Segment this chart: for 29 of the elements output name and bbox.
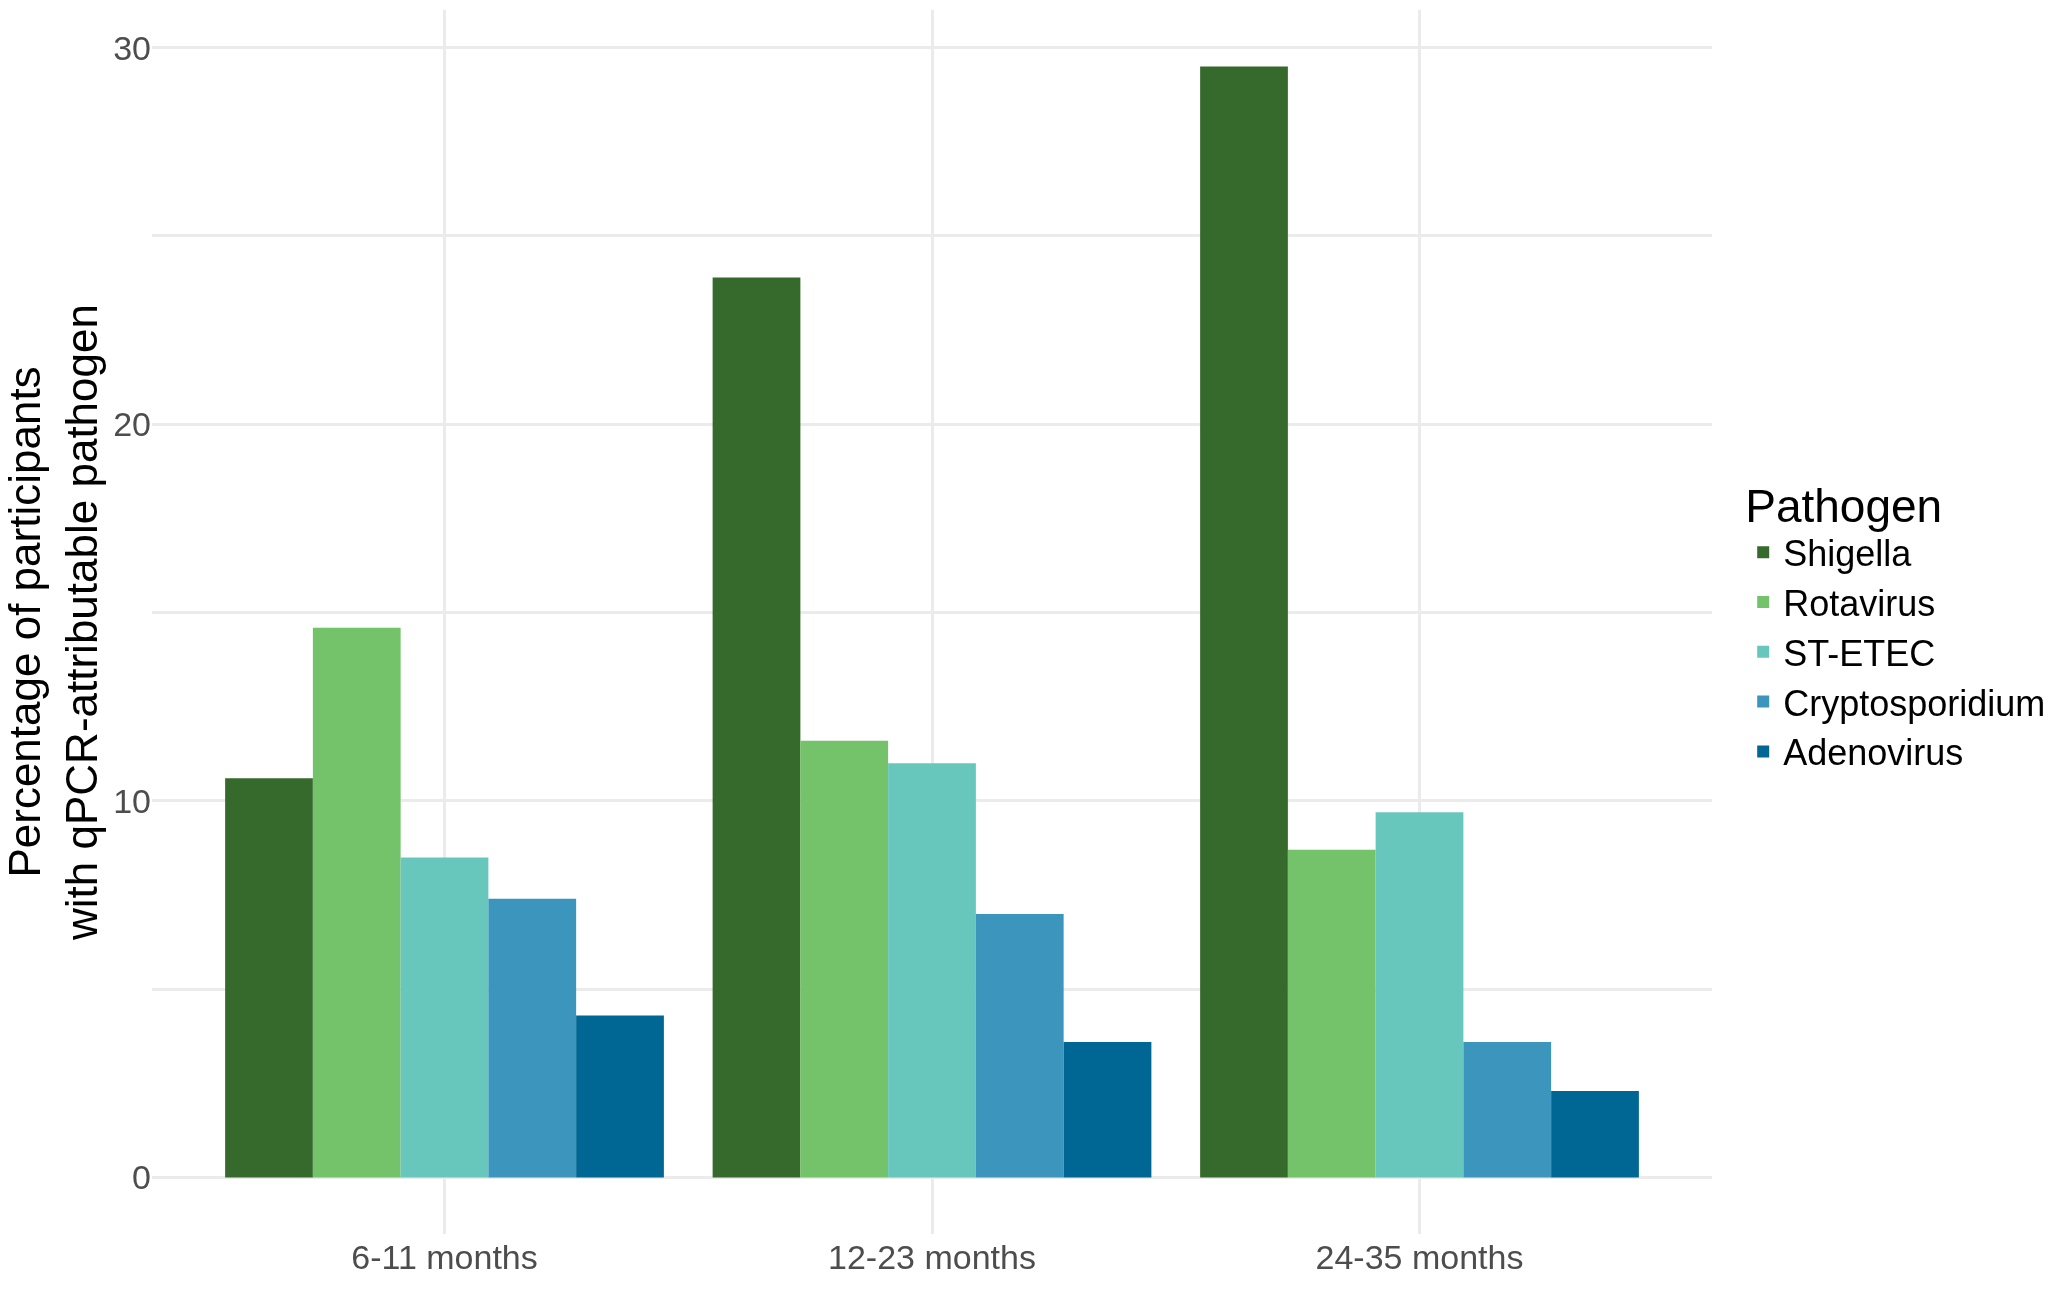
legend-label: ST-ETEC bbox=[1783, 632, 1936, 674]
bar bbox=[975, 913, 1064, 1178]
bar bbox=[488, 898, 577, 1178]
legend-label: Adenovirus bbox=[1783, 732, 1964, 774]
y-tick-label: 10 bbox=[113, 781, 151, 820]
y-tick-label: 0 bbox=[132, 1158, 151, 1197]
x-tick-label: 12-23 months bbox=[828, 1238, 1036, 1276]
x-tick-label: 6-11 months bbox=[351, 1238, 538, 1276]
bar bbox=[312, 627, 401, 1178]
legend-label: Shigella bbox=[1783, 533, 1913, 575]
legend-title: Pathogen bbox=[1745, 480, 1943, 533]
bar bbox=[576, 1015, 664, 1178]
bar bbox=[1200, 66, 1288, 1178]
y-tick-label: 20 bbox=[113, 405, 151, 444]
bar bbox=[1375, 812, 1464, 1178]
bar bbox=[1063, 1041, 1152, 1178]
legend-label: Cryptosporidium bbox=[1783, 682, 2046, 724]
bar bbox=[400, 857, 489, 1178]
bar bbox=[712, 277, 801, 1178]
y-tick-label: 30 bbox=[113, 28, 151, 67]
bar bbox=[1287, 849, 1376, 1178]
bar bbox=[1551, 1090, 1639, 1178]
bar bbox=[888, 763, 976, 1178]
x-tick-label: 24-35 months bbox=[1315, 1238, 1524, 1276]
legend-label: Rotavirus bbox=[1783, 583, 1936, 625]
bar bbox=[225, 778, 313, 1178]
bar bbox=[800, 740, 889, 1178]
bar bbox=[1463, 1041, 1552, 1178]
y-axis-title: Percentage of participants with qPCR-attributable pathogen bbox=[0, 304, 107, 941]
